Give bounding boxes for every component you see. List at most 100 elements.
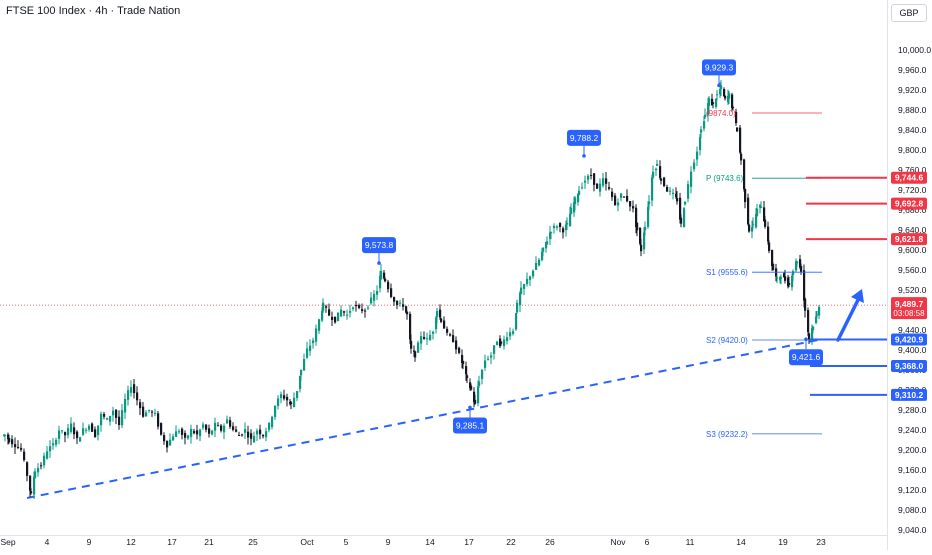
candle-body [376,291,379,295]
candle-body [538,259,541,266]
candle-body [262,434,265,437]
candle-body [296,391,299,399]
y-tick-label: 9,120.0 [898,485,927,495]
candle [79,436,82,442]
candle-body [160,423,163,435]
candle-body [632,206,635,209]
candle-body [259,429,262,435]
candle-body [157,413,160,427]
candle-body [458,347,461,353]
swing-badge-label: 9,929.3 [705,62,734,72]
candle [680,214,683,228]
y-tick-label: 9,240.0 [898,425,927,435]
candle [608,181,611,191]
candle-body [672,192,675,194]
candle-body [573,202,576,213]
candle [515,312,518,331]
candle [683,206,686,228]
candle-body [235,429,238,432]
candle-body [154,412,157,414]
candle [751,220,754,239]
x-tick-label: 25 [248,537,258,547]
resistance-badge [891,171,927,184]
candle [37,463,40,477]
candle [118,410,121,430]
candle [306,341,309,360]
candle [346,309,349,320]
candle-body [626,195,629,202]
candle [481,369,484,385]
candle [154,408,157,417]
candle [280,391,283,404]
currency-button[interactable]: GBP [891,4,927,22]
candle [34,468,37,479]
candle-body [181,428,184,436]
candle-body [509,332,512,337]
candle-body [340,309,343,317]
candle-body [343,311,346,313]
candle-body [723,89,726,97]
candle-body [474,399,477,404]
swing-point [377,261,381,265]
candle-body [523,284,526,289]
candle-body [469,382,472,389]
candle [526,272,529,287]
candle [632,200,635,213]
candle-body [470,385,473,390]
candle-body [334,316,337,323]
pivot-level: S3 (9232.2) [706,430,822,439]
candle-body [435,317,438,330]
candle-body [516,302,519,313]
projection-arrow-group [836,289,864,342]
candle-body [799,259,802,268]
candle-body [130,387,133,393]
candle-body [148,409,151,411]
swing-point [804,337,808,342]
candle-body [818,306,821,316]
swing-badge [453,417,487,434]
candle-body [473,391,476,403]
candle-body [465,366,468,375]
y-tick-label: 9,160.0 [898,465,927,475]
candle-body [8,437,11,443]
swing-badge [567,129,601,146]
candle-body [743,159,746,190]
candle [303,353,306,371]
candle-body [124,398,127,413]
x-tick-label: 11 [686,537,695,547]
candle-body [199,429,202,437]
candle-body [720,85,723,90]
candle [64,431,67,443]
candle-body [666,186,669,192]
resistance-lines-group [806,176,887,241]
candle [449,332,452,337]
candle-body [640,244,643,252]
candle-body [756,208,759,216]
candle [474,395,477,405]
candle-body [680,217,683,224]
candle-body [247,431,250,438]
candle-body [127,390,130,400]
candle-body [807,310,810,332]
candle-body [792,271,795,275]
candles-group [3,80,821,500]
trendline [26,339,819,499]
candle-body [452,335,455,343]
candle [735,108,738,126]
candle-body [611,191,614,198]
candle-body [635,207,638,227]
candle [178,428,181,434]
candle [712,102,715,109]
candle [85,427,88,434]
candle [478,375,481,388]
candle [599,178,602,197]
candle-body [300,369,303,376]
candle-body [299,375,302,389]
candle [73,422,76,440]
candle [596,183,599,189]
candle [373,290,376,307]
candle [648,194,651,210]
candle [55,437,58,448]
